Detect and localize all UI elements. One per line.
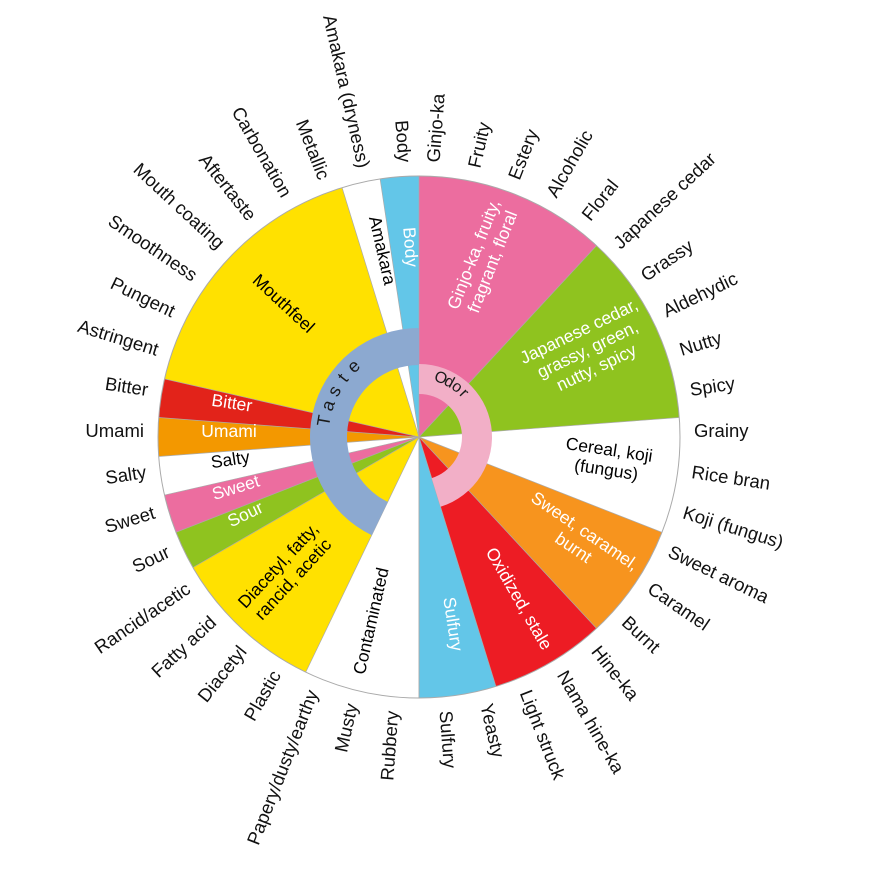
svg-text:Salty: Salty <box>104 461 149 488</box>
svg-text:Koji (fungus): Koji (fungus) <box>681 502 786 553</box>
svg-text:Caramel: Caramel <box>644 578 714 635</box>
svg-text:Ginjo-ka: Ginjo-ka <box>423 92 449 163</box>
svg-text:Umami: Umami <box>85 420 144 441</box>
svg-text:Bitter: Bitter <box>104 373 150 400</box>
svg-text:Rubbery: Rubbery <box>376 709 402 781</box>
svg-text:Burnt: Burnt <box>618 612 665 657</box>
svg-text:Diacetyl: Diacetyl <box>193 641 250 706</box>
svg-text:Astringent: Astringent <box>75 315 161 360</box>
svg-text:Aftertaste: Aftertaste <box>195 149 261 224</box>
svg-text:Spicy: Spicy <box>688 372 737 400</box>
svg-text:Metallic: Metallic <box>292 116 334 182</box>
svg-text:Body: Body <box>399 226 422 268</box>
svg-text:Plastic: Plastic <box>240 667 285 725</box>
svg-text:Musty: Musty <box>330 701 362 755</box>
svg-text:Contaminated: Contaminated <box>349 566 393 677</box>
svg-text:Body: Body <box>391 119 415 163</box>
svg-text:Umami: Umami <box>201 421 256 441</box>
svg-text:Floral: Floral <box>577 175 622 224</box>
svg-text:Cereal, koji(fungus): Cereal, koji(fungus) <box>561 433 654 486</box>
svg-text:Japanese cedar: Japanese cedar <box>609 148 720 253</box>
svg-text:Nutty: Nutty <box>677 327 725 360</box>
svg-text:Aldehydic: Aldehydic <box>659 268 740 322</box>
svg-text:Fruity: Fruity <box>464 119 495 169</box>
svg-text:Estery: Estery <box>504 125 543 182</box>
svg-text:Rice bran: Rice bran <box>690 461 771 494</box>
svg-text:Sweet: Sweet <box>102 502 157 537</box>
svg-text:Sulfury: Sulfury <box>436 710 461 770</box>
svg-text:Yeasty: Yeasty <box>476 701 509 760</box>
svg-text:Pungent: Pungent <box>107 272 178 321</box>
svg-text:Light struck: Light struck <box>516 687 570 783</box>
svg-text:Hine-ka: Hine-ka <box>587 641 644 704</box>
svg-text:Fatty acid: Fatty acid <box>147 612 220 682</box>
svg-text:Grainy: Grainy <box>694 420 749 441</box>
svg-text:Amakara (dryness): Amakara (dryness) <box>319 13 374 170</box>
svg-text:Alcoholic: Alcoholic <box>542 126 597 201</box>
svg-text:Sour: Sour <box>129 541 173 577</box>
svg-text:Grassy: Grassy <box>637 235 698 286</box>
